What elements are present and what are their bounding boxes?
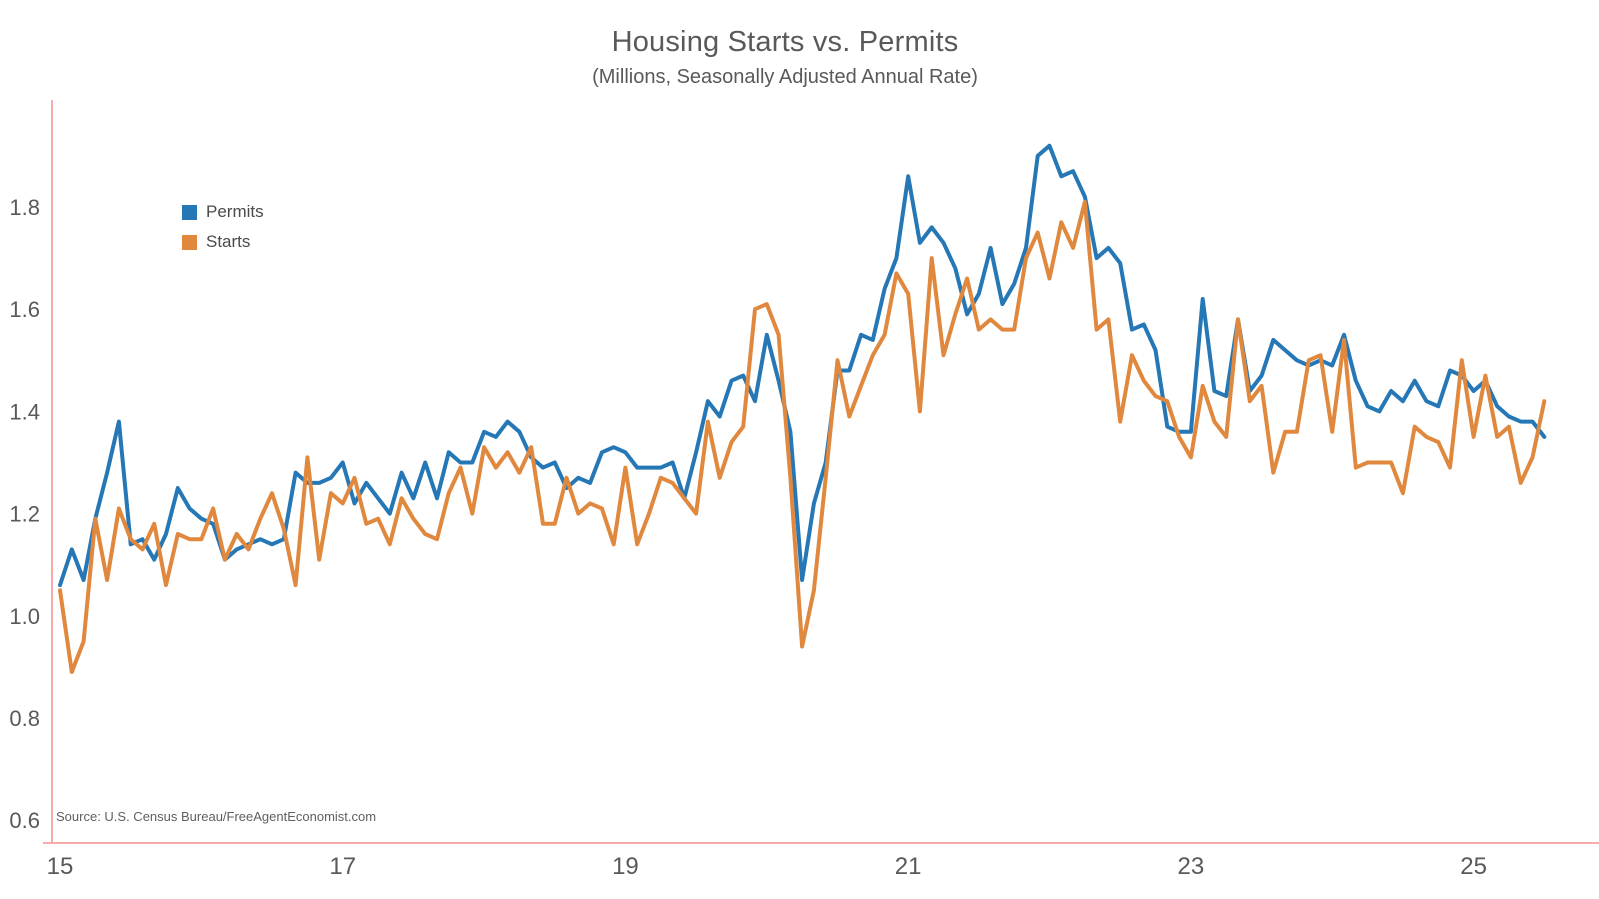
y-tick-label: 0.6 — [9, 808, 40, 833]
chart-title: Housing Starts vs. Permits — [611, 26, 959, 58]
x-tick-label: 21 — [895, 853, 922, 880]
legend-label-starts: Starts — [206, 232, 251, 251]
x-tick-label: 23 — [1178, 853, 1205, 880]
starts-swatch-icon — [182, 234, 197, 250]
x-tick-label: 19 — [612, 853, 639, 880]
y-tick-label: 1.2 — [9, 502, 40, 527]
legend-item-permits: Permits — [182, 202, 264, 222]
permits-line — [58, 143, 1547, 588]
x-tick-label: 15 — [47, 853, 74, 880]
source-note: Source: U.S. Census Bureau/FreeAgentEcon… — [56, 809, 377, 824]
permits-swatch-icon — [182, 204, 197, 220]
legend-item-starts: Starts — [182, 232, 264, 252]
y-tick-label: 1.8 — [9, 195, 40, 220]
y-tick-label: 0.8 — [9, 706, 40, 731]
chart-subtitle: (Millions, Seasonally Adjusted Annual Ra… — [592, 66, 978, 88]
chart-legend: Permits Starts — [182, 202, 264, 252]
x-tick-label: 17 — [329, 853, 356, 880]
y-tick-label: 1.4 — [9, 399, 40, 424]
y-tick-label: 1.6 — [9, 297, 40, 322]
y-tick-label: 1.0 — [9, 604, 40, 629]
starts-line — [58, 199, 1547, 674]
x-tick-label: 25 — [1460, 853, 1487, 880]
legend-label-permits: Permits — [206, 202, 264, 221]
